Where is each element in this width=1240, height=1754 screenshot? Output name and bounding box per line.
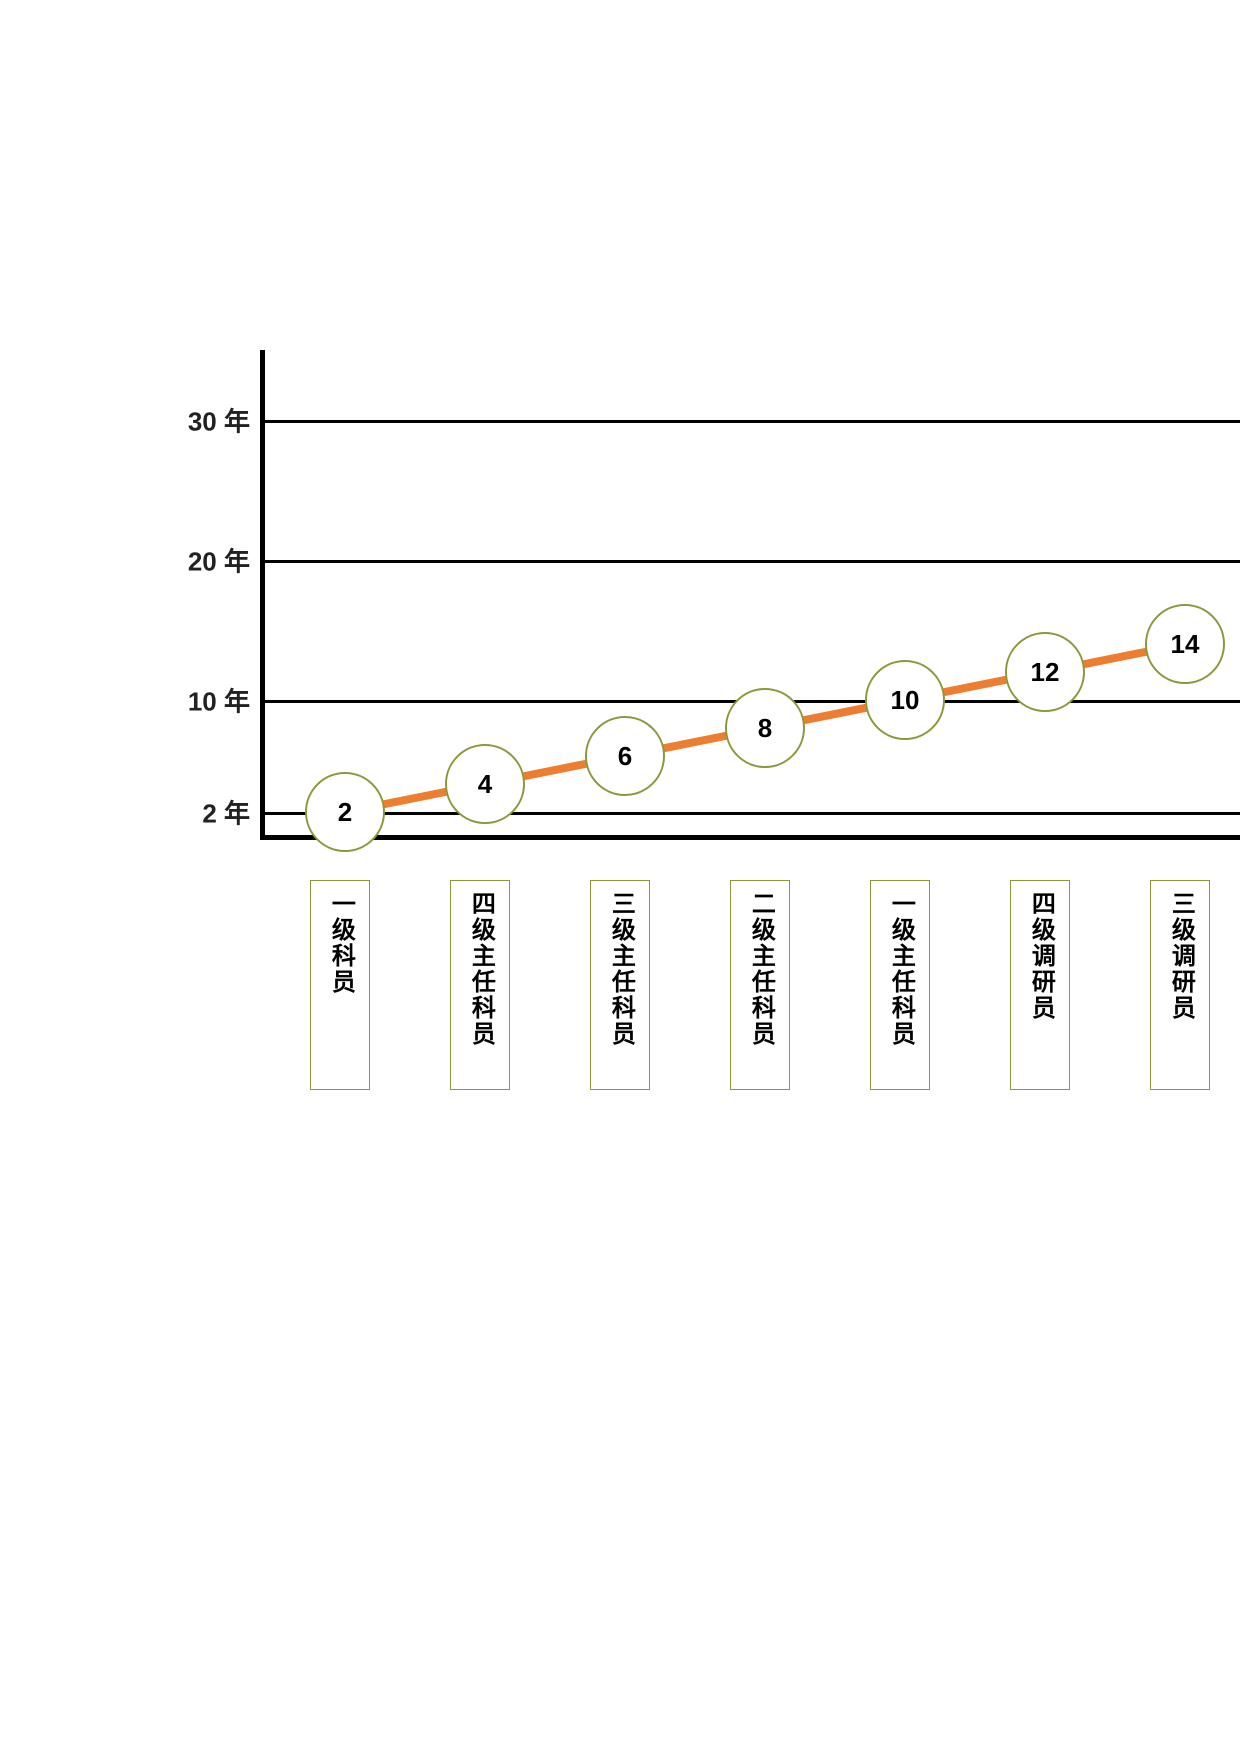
category-label: 三级调研员	[1166, 891, 1195, 1089]
gridline	[265, 812, 1240, 815]
y-tick-label: 20 年	[160, 542, 250, 579]
marker-value-label: 12	[1031, 657, 1060, 688]
marker-value-label: 8	[758, 713, 772, 744]
marker-value-label: 10	[891, 685, 920, 716]
data-marker: 8	[725, 688, 805, 768]
data-marker: 6	[585, 716, 665, 796]
data-marker: 4	[445, 744, 525, 824]
category-box: 四级调研员	[1010, 880, 1070, 1090]
marker-value-label: 2	[338, 797, 352, 828]
gridline	[265, 560, 1240, 563]
data-marker: 14	[1145, 604, 1225, 684]
marker-value-label: 4	[478, 769, 492, 800]
category-box: 二级主任科员	[730, 880, 790, 1090]
career-years-chart: 2 4 6 8 10 12 14 2 年 10 年 20 年 30 年 一级科员 四级主任科员 三级主…	[160, 350, 1240, 1150]
category-box: 四级主任科员	[450, 880, 510, 1090]
category-label: 一级主任科员	[886, 891, 915, 1089]
gridline	[265, 420, 1240, 423]
category-label: 二级主任科员	[746, 891, 775, 1089]
data-marker: 12	[1005, 632, 1085, 712]
category-label: 四级主任科员	[466, 891, 495, 1089]
category-box: 一级主任科员	[870, 880, 930, 1090]
y-tick-label: 2 年	[160, 794, 250, 831]
category-box: 三级主任科员	[590, 880, 650, 1090]
category-label: 四级调研员	[1026, 891, 1055, 1089]
category-label: 三级主任科员	[606, 891, 635, 1089]
plot-area: 2 4 6 8 10 12 14	[260, 350, 1240, 840]
marker-value-label: 6	[618, 741, 632, 772]
y-tick-label: 30 年	[160, 402, 250, 439]
category-box: 一级科员	[310, 880, 370, 1090]
y-tick-label: 10 年	[160, 682, 250, 719]
data-marker: 10	[865, 660, 945, 740]
category-box: 三级调研员	[1150, 880, 1210, 1090]
marker-value-label: 14	[1171, 629, 1200, 660]
category-label: 一级科员	[326, 891, 355, 1089]
data-marker: 2	[305, 772, 385, 852]
